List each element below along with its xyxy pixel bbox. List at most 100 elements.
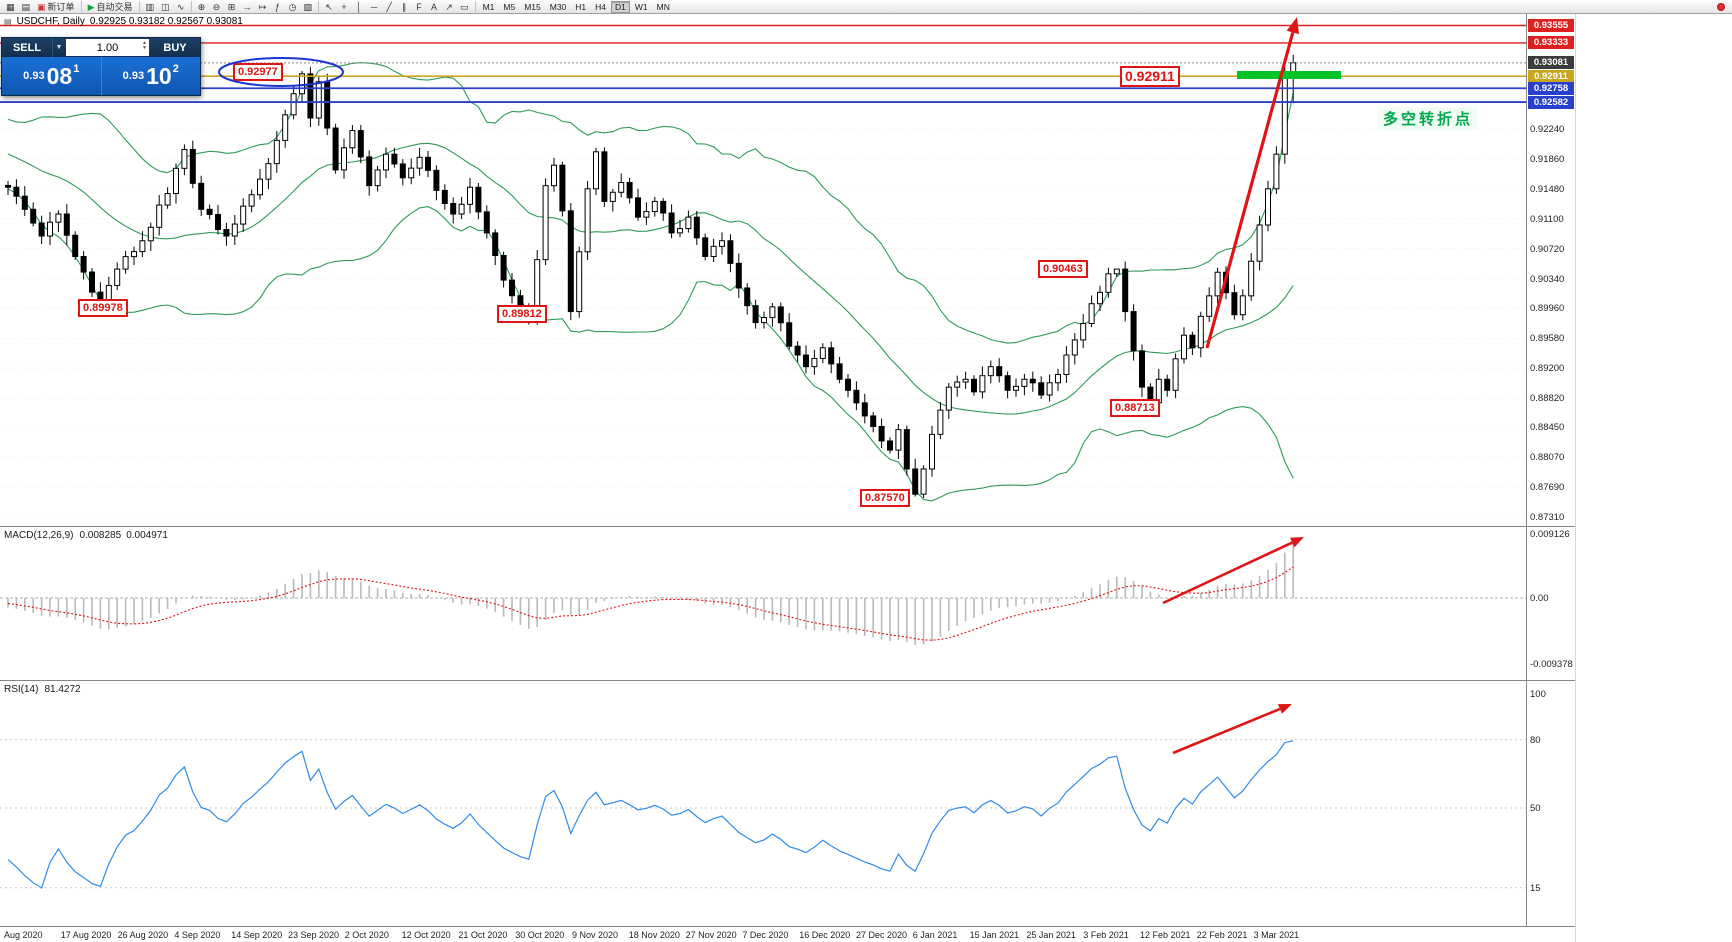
timeframe-m30-button[interactable]: M30 — [549, 1, 567, 12]
bar-chart-button[interactable]: ▥ — [143, 1, 158, 13]
volume-spinner[interactable]: ▲ ▼ — [142, 41, 147, 51]
toolbar: ▦ ▤ ▣ 新订单 ▶ 自动交易 ▥ ◫ ∿ ⊕ ⊖ ⊞ → ↦ ƒ ◷ ▨ ↖ + │ ─ ╱ ∥ F A ↗ ▭ M1 M5 M15 M… — [0, 0, 1732, 14]
buy-button[interactable]: BUY — [150, 38, 200, 57]
cursor-button[interactable]: ↖ — [322, 1, 336, 13]
sell-price-prefix: 0.93 — [23, 70, 45, 82]
timeframe-d1-button[interactable]: D1 — [611, 0, 630, 13]
sell-options-caret-icon[interactable]: ▼ — [52, 38, 65, 57]
text-button[interactable]: A — [427, 1, 441, 13]
crosshair-button[interactable]: + — [337, 1, 351, 13]
date-tick-label: 4 Sep 2020 — [174, 930, 221, 940]
line-chart-button[interactable]: ∿ — [174, 1, 188, 13]
price-tick-label: 0.88450 — [1530, 422, 1565, 434]
price-pane — [0, 24, 1526, 502]
price-tick-label: 0.92240 — [1530, 124, 1565, 135]
date-tick-label: 25 Jan 2021 — [1026, 930, 1076, 940]
price-tick-label: 0.87310 — [1530, 511, 1565, 523]
timeframe-m1-button[interactable]: M1 — [482, 1, 495, 12]
trendline-button[interactable]: ╱ — [382, 1, 396, 13]
toolbar-separator — [318, 1, 320, 12]
shapes-button[interactable]: ▭ — [457, 1, 472, 13]
indicators-icon: ƒ — [275, 1, 281, 12]
date-tick-label: 21 Oct 2020 — [458, 930, 508, 940]
zoom-in-icon: ⊕ — [197, 1, 206, 12]
line-chart-icon: ∿ — [176, 1, 185, 12]
profiles-button[interactable]: ▤ — [19, 1, 34, 13]
sell-price-pips: 08 — [46, 62, 73, 89]
price-axis-flag: 0.93081 — [1528, 56, 1574, 70]
timeframe-m15-button[interactable]: M15 — [524, 1, 541, 12]
price-tick-label: 0.88070 — [1530, 452, 1565, 464]
arrows-button[interactable]: ↗ — [442, 1, 456, 13]
fibonacci-button[interactable]: F — [412, 1, 426, 13]
sell-button[interactable]: SELL — [2, 38, 52, 57]
indicators-button[interactable]: ƒ — [271, 1, 285, 13]
templates-button[interactable]: ▨ — [301, 1, 316, 13]
price-tick-label: 0.91860 — [1530, 153, 1565, 165]
date-tick-label: 3 Feb 2021 — [1083, 930, 1129, 940]
chart-shift-button[interactable]: ↦ — [256, 1, 270, 13]
tile-windows-button[interactable]: ⊞ — [225, 1, 239, 13]
toolbar-separator — [138, 1, 140, 12]
date-tick-label: 16 Dec 2020 — [799, 930, 851, 940]
tile-windows-icon: ⊞ — [227, 1, 236, 12]
trade-panel-price-row: 0.93 08 1 0.93 10 2 — [2, 57, 200, 95]
timeframe-w1-button[interactable]: W1 — [634, 1, 648, 12]
rsi-name: RSI(14) — [4, 684, 39, 695]
price-callout: 0.88713 — [1110, 399, 1160, 417]
timeframe-h1-button[interactable]: H1 — [575, 1, 587, 12]
buy-price-pips: 10 — [146, 62, 172, 89]
new-chart-icon: ▦ — [6, 1, 15, 12]
new-order-button[interactable]: ▣ 新订单 — [34, 1, 78, 13]
chart-context-icon[interactable]: ▤ — [4, 17, 12, 26]
vertical-line-button[interactable]: │ — [352, 1, 366, 13]
price-tick-label: 0.89960 — [1530, 303, 1565, 315]
rsi-value: 81.4272 — [44, 684, 81, 695]
macd-signal-value: 0.004971 — [126, 530, 168, 541]
periods-button[interactable]: ◷ — [286, 1, 300, 13]
volume-down-icon[interactable]: ▼ — [142, 45, 147, 51]
trendline-icon: ╱ — [386, 1, 392, 12]
volume-up-icon[interactable]: ▲ — [142, 40, 147, 46]
date-tick-label: 23 Sep 2020 — [288, 930, 340, 940]
zoom-in-button[interactable]: ⊕ — [195, 1, 209, 13]
timeframe-mn-button[interactable]: MN — [656, 1, 670, 12]
date-tick-label: 18 Nov 2020 — [628, 930, 680, 940]
channel-icon: ∥ — [401, 1, 407, 12]
vertical-line-icon: │ — [356, 1, 362, 12]
volume-input[interactable]: 1.00 ▲ ▼ — [66, 39, 149, 56]
price-callout: 0.87570 — [860, 489, 910, 507]
candlestick-chart-button[interactable]: ◫ — [158, 1, 173, 13]
zoom-out-button[interactable]: ⊖ — [210, 1, 224, 13]
rsi-scale-label: 15 — [1530, 882, 1541, 894]
timeframe-m5-button[interactable]: M5 — [503, 1, 516, 12]
horizontal-line-button[interactable]: ─ — [367, 1, 381, 13]
bollinger-upper — [7, 62, 1294, 344]
cursor-icon: ↖ — [325, 1, 333, 12]
macd-main-value: 0.008285 — [79, 530, 122, 541]
timeframe-h4-button[interactable]: H4 — [595, 1, 607, 12]
chart-ohlc-info: ▤ USDCHF, Daily 0.92925 0.93182 0.92567 … — [4, 16, 243, 27]
date-tick-label: 27 Dec 2020 — [856, 930, 908, 940]
auto-scroll-button[interactable]: → — [240, 1, 255, 13]
channel-button[interactable]: ∥ — [397, 1, 411, 13]
date-tick-label: 6 Jan 2021 — [912, 930, 958, 940]
date-tick-label: 26 Aug 2020 — [117, 930, 169, 940]
date-tick-label: 9 Nov 2020 — [572, 930, 619, 940]
price-tick-label: 0.91480 — [1530, 183, 1565, 195]
chart-window: ▤ USDCHF, Daily 0.92925 0.93182 0.92567 … — [0, 14, 1732, 942]
buy-price[interactable]: 0.93 10 2 — [101, 57, 200, 95]
macd-signal-line — [7, 566, 1294, 641]
bar-chart-icon: ▥ — [145, 1, 155, 12]
new-chart-button[interactable]: ▦ — [3, 1, 18, 13]
price-axis-flag: 0.93555 — [1528, 19, 1574, 32]
sell-button-label: SELL — [12, 41, 42, 54]
rsi-scale-label: 100 — [1530, 689, 1546, 700]
date-tick-label: 17 Aug 2020 — [60, 930, 112, 940]
chart-canvas[interactable] — [0, 14, 1732, 942]
auto-trading-button[interactable]: ▶ 自动交易 — [85, 1, 136, 13]
price-axis-flag: 0.93333 — [1528, 36, 1574, 50]
symbol-timeframe-label: USDCHF, Daily — [16, 16, 85, 27]
trade-panel-top-row: SELL ▼ 1.00 ▲ ▼ BUY — [2, 38, 200, 57]
sell-price[interactable]: 0.93 08 1 — [2, 57, 102, 95]
